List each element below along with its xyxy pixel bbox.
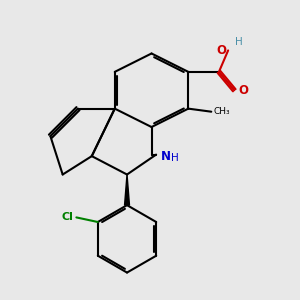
Text: H: H — [235, 37, 243, 47]
Text: H: H — [171, 153, 179, 163]
Text: Cl: Cl — [61, 212, 73, 222]
Text: N: N — [161, 150, 171, 163]
Text: CH₃: CH₃ — [214, 107, 230, 116]
Text: O: O — [238, 84, 248, 97]
Polygon shape — [124, 175, 130, 205]
Text: O: O — [217, 44, 226, 57]
